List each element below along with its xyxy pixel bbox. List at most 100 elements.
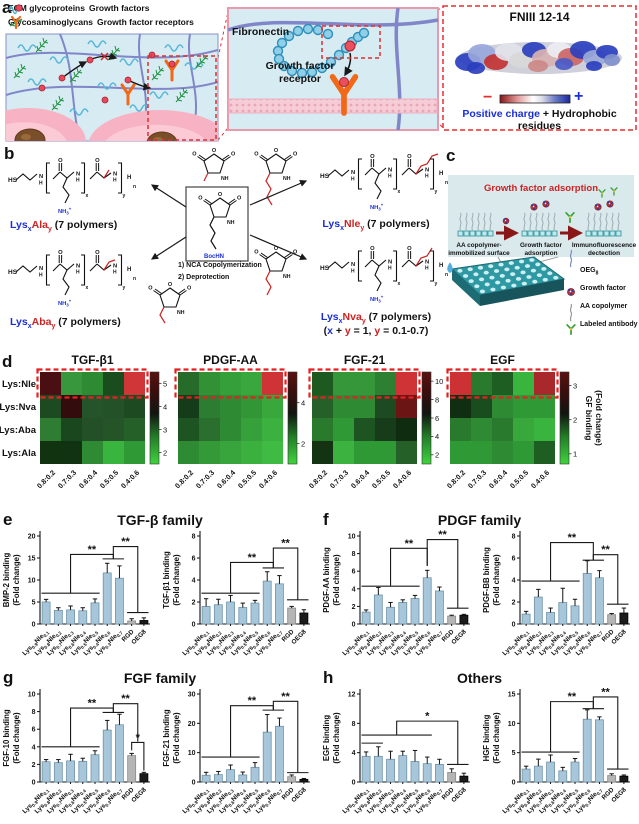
heatmap-cell xyxy=(450,395,471,418)
bracket xyxy=(393,158,398,190)
panel-c-title: Growth factor adsorption xyxy=(484,183,598,194)
plate-well xyxy=(508,261,514,265)
copolymer-strand xyxy=(459,212,462,231)
y-tick-label: 0 xyxy=(192,622,196,629)
copolymer-strand xyxy=(471,212,474,231)
text-label: O xyxy=(58,250,63,256)
y-tick-label: 8 xyxy=(192,534,196,541)
glycosaminoglycan-branch xyxy=(175,87,189,103)
text-label: (Fold change) xyxy=(594,390,604,446)
polymer-equation: (x + y = 1, y = 0.1-0.7) xyxy=(290,325,462,337)
y-tick-label: 4 xyxy=(352,586,356,593)
text-label: N xyxy=(425,260,429,266)
bar xyxy=(398,755,408,783)
copolymer-strand xyxy=(617,212,620,231)
bar xyxy=(275,725,284,783)
heatmap-col-label: 0.7:0.3 xyxy=(194,468,216,490)
heatmap-cell xyxy=(82,395,103,418)
bar xyxy=(102,572,112,625)
heatmap-cell xyxy=(40,418,61,441)
text-label: y xyxy=(435,189,438,195)
sig-stars: ** xyxy=(438,529,447,541)
caption-segment: + xyxy=(539,108,552,120)
bar xyxy=(361,611,371,625)
panel-f-title: PDGF family xyxy=(437,512,522,528)
surface-tile xyxy=(521,230,528,237)
panel-h-title: Others xyxy=(456,670,503,686)
plate-well xyxy=(457,268,463,273)
ecm-fiber xyxy=(188,34,197,121)
y-axis-label: PDGF-BB binding xyxy=(482,547,491,613)
fibronectin-bead xyxy=(325,56,337,68)
surface-tile xyxy=(527,230,534,237)
panel-h-label: h xyxy=(323,668,334,687)
colorbar xyxy=(149,371,160,465)
text-label: N xyxy=(113,264,117,270)
step-label-1: AA copolymer-immobilized surface xyxy=(448,242,510,258)
legend-row-1: ECM glycoproteins Growth factors xyxy=(8,3,149,15)
growth-factor-receptor-icon xyxy=(329,74,359,116)
panel-c-schematic xyxy=(447,175,634,336)
text-label: n xyxy=(133,276,136,282)
copolymer-strand xyxy=(611,212,614,231)
bar xyxy=(78,610,88,625)
plate-well xyxy=(462,274,469,278)
copolymer-strand xyxy=(605,212,608,231)
panel-g-title: FGF family xyxy=(123,670,197,686)
surface-tile xyxy=(487,230,494,237)
copolymer-strand xyxy=(547,212,550,231)
bar xyxy=(607,775,617,783)
panel-e-label: e xyxy=(3,510,13,529)
text-label: O xyxy=(254,152,259,158)
bar xyxy=(447,615,457,625)
fibronectin-bead xyxy=(306,66,318,78)
y-tick-label: 6 xyxy=(192,556,196,563)
heatmap-col-label: 0.8:0.2 xyxy=(173,468,195,490)
bar xyxy=(238,607,248,625)
y-axis-label: (Fold change) xyxy=(332,712,341,764)
plate-well xyxy=(467,267,473,272)
ecm-glycoprotein-squiggle xyxy=(97,82,117,90)
heatmap-cell xyxy=(103,372,124,395)
heatmap-cell xyxy=(471,418,492,441)
y-axis-label: HGF binding xyxy=(482,714,491,761)
y-axis-label: TGF-β1 binding xyxy=(162,551,171,609)
plate-well xyxy=(521,281,527,286)
surface-tile xyxy=(597,230,604,237)
bar xyxy=(595,577,604,625)
bar xyxy=(447,772,457,783)
colorbar-tick: 8 xyxy=(435,395,439,404)
reaction-arrow xyxy=(249,234,308,260)
bracket xyxy=(357,250,362,282)
text-label: O xyxy=(218,192,223,198)
caption-segment: = 1, xyxy=(350,325,375,337)
heatmap-cell xyxy=(61,372,82,395)
growth-factor-dot-icon xyxy=(15,4,23,12)
panel-c-label: c xyxy=(446,146,456,165)
bar xyxy=(607,614,617,625)
y-axis-label: EGF binding xyxy=(322,715,331,762)
y-tick-label: 10 xyxy=(508,721,516,728)
text-label: H xyxy=(388,174,392,180)
surface-tile xyxy=(545,230,552,237)
copolymer-strand xyxy=(477,212,480,231)
water-drop-icon xyxy=(447,262,453,274)
colorbar-tick: 4 xyxy=(163,402,167,411)
text-label: N xyxy=(351,170,355,176)
ecm-fiber xyxy=(227,18,439,32)
heatmap-col-label: 0.4:0.6 xyxy=(119,468,141,490)
thiol-label: HS xyxy=(320,265,330,272)
y-tick-label: 6 xyxy=(352,569,356,576)
heatmap-cell xyxy=(262,372,283,395)
panel-e-title: TGF-β family xyxy=(117,512,203,528)
lysine-side-chain xyxy=(374,265,382,292)
highlight-row-box xyxy=(308,368,421,399)
heatmap-cell xyxy=(199,395,220,418)
charge-caption: Positive charge + Hydrophobic residues xyxy=(443,108,636,132)
heatmap-col-label: 0.8:0.2 xyxy=(445,468,467,490)
bar xyxy=(102,729,112,783)
y-axis-label: (Fold change) xyxy=(492,554,501,606)
heatmap-cell xyxy=(312,441,333,464)
heatmap-cell xyxy=(396,372,417,395)
